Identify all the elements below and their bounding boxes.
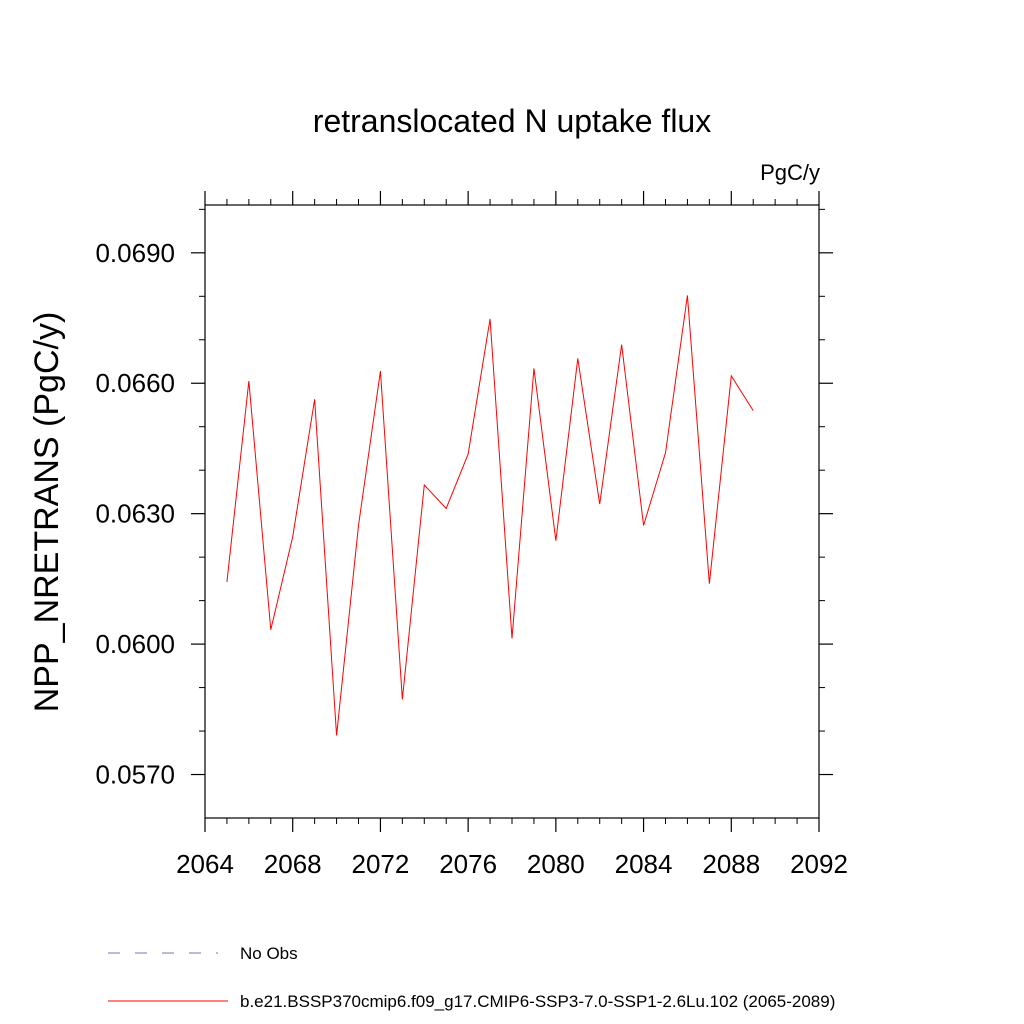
y-axis-label: NPP_NRETRANS (PgC/y) [28,312,66,713]
series-layer [226,295,754,736]
legend-label-series: b.e21.BSSP370cmip6.f09_g17.CMIP6-SSP3-7.… [240,992,835,1011]
x-tick-label: 2064 [176,849,234,879]
y-tick-label: 0.0660 [95,368,175,398]
x-tick-label: 2080 [527,849,585,879]
y-tick-label: 0.0600 [95,629,175,659]
y-axis: 0.0570 0.0600 0.0630 0.0660 0.0690 [95,208,833,790]
x-tick-label: 2092 [790,849,848,879]
chart-title: retranslocated N uptake flux [313,103,711,139]
y-tick-label: 0.0690 [95,238,175,268]
x-axis: 2064 2068 2072 2076 2080 2084 2088 2092 [176,191,848,879]
units-label: PgC/y [760,160,820,185]
legend: No Obs b.e21.BSSP370cmip6.f09_g17.CMIP6-… [108,944,835,1011]
x-tick-label: 2088 [702,849,760,879]
x-tick-label: 2068 [264,849,322,879]
x-tick-label: 2072 [352,849,410,879]
x-tick-label: 2076 [439,849,497,879]
legend-label-no-obs: No Obs [240,944,298,963]
y-tick-label: 0.0630 [95,499,175,529]
series-line [226,295,754,736]
y-tick-label: 0.0570 [95,760,175,790]
x-tick-label: 2084 [615,849,673,879]
